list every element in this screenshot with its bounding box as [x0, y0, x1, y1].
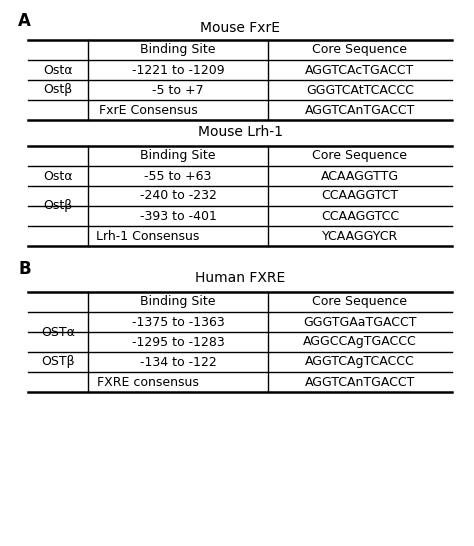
Text: CCAAGGTCC: CCAAGGTCC: [321, 210, 399, 223]
Text: YCAAGGYCR: YCAAGGYCR: [322, 229, 398, 242]
Text: Core Sequence: Core Sequence: [312, 295, 408, 308]
Text: -55 to +63: -55 to +63: [144, 169, 212, 182]
Text: OSTβ: OSTβ: [41, 355, 75, 369]
Text: Core Sequence: Core Sequence: [312, 44, 408, 56]
Text: CCAAGGTCT: CCAAGGTCT: [321, 189, 399, 203]
Text: AGGTCAcTGACCT: AGGTCAcTGACCT: [305, 63, 415, 76]
Text: -134 to -122: -134 to -122: [140, 355, 216, 369]
Text: ACAAGGTTG: ACAAGGTTG: [321, 169, 399, 182]
Text: AGGTCAnTGACCT: AGGTCAnTGACCT: [305, 104, 415, 116]
Text: -5 to +7: -5 to +7: [152, 84, 204, 97]
Text: Mouse FxrE: Mouse FxrE: [200, 21, 280, 35]
Text: Core Sequence: Core Sequence: [312, 150, 408, 163]
Text: Ostβ: Ostβ: [44, 84, 73, 97]
Text: Ostβ: Ostβ: [44, 199, 73, 212]
Text: -393 to -401: -393 to -401: [139, 210, 217, 223]
Text: B: B: [18, 260, 31, 278]
Text: Binding Site: Binding Site: [140, 150, 216, 163]
Text: FXRE consensus: FXRE consensus: [97, 376, 199, 389]
Text: AGGTCAnTGACCT: AGGTCAnTGACCT: [305, 376, 415, 389]
Text: -240 to -232: -240 to -232: [139, 189, 217, 203]
Text: OSTα: OSTα: [41, 325, 75, 339]
Text: -1375 to -1363: -1375 to -1363: [132, 316, 224, 329]
Text: FxrE Consensus: FxrE Consensus: [99, 104, 197, 116]
Text: Ostα: Ostα: [43, 169, 73, 182]
Text: -1221 to -1209: -1221 to -1209: [132, 63, 224, 76]
Text: GGGTCAtTCACCC: GGGTCAtTCACCC: [306, 84, 414, 97]
Text: Binding Site: Binding Site: [140, 295, 216, 308]
Text: Lrh-1 Consensus: Lrh-1 Consensus: [96, 229, 200, 242]
Text: A: A: [18, 12, 31, 30]
Text: -1295 to -1283: -1295 to -1283: [132, 335, 224, 348]
Text: Human FXRE: Human FXRE: [195, 271, 285, 285]
Text: AGGCCAgTGACCC: AGGCCAgTGACCC: [303, 335, 417, 348]
Text: GGGTGAaTGACCT: GGGTGAaTGACCT: [303, 316, 417, 329]
Text: Ostα: Ostα: [43, 63, 73, 76]
Text: AGGTCAgTCACCC: AGGTCAgTCACCC: [305, 355, 415, 369]
Text: Binding Site: Binding Site: [140, 44, 216, 56]
Text: Mouse Lrh-1: Mouse Lrh-1: [198, 125, 283, 139]
